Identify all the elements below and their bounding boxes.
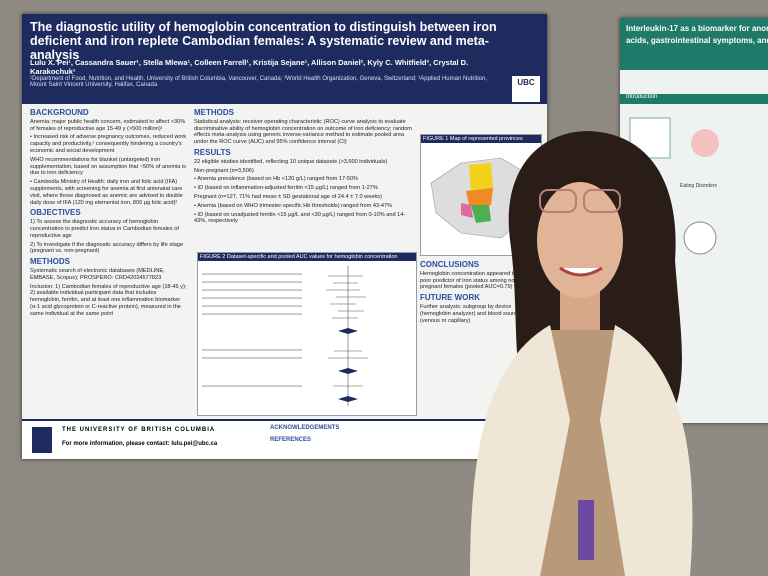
section-text: Systematic search of electronic database… xyxy=(30,267,165,281)
section-heading: OBJECTIVES xyxy=(30,208,81,218)
section-text: Further analysis: subgroup by device (he… xyxy=(420,303,520,324)
section-text: Statistical analysis: receiver operating… xyxy=(194,118,412,146)
references: REFERENCES xyxy=(270,437,312,443)
middle-column: METHODS Statistical analysis: receiver op… xyxy=(194,106,416,227)
map xyxy=(430,157,532,239)
forest-plot xyxy=(202,266,368,406)
section-text: • Increased risk of adverse pregnancy ou… xyxy=(30,134,187,154)
figure-title: FIGURE 1 Map of represented provinces xyxy=(421,135,541,143)
acknowledgements: ACKNOWLEDGEMENTS xyxy=(270,425,340,431)
diamond xyxy=(338,328,358,334)
figure-title: FIGURE 2 Dataset-specific and pooled AUC… xyxy=(198,253,416,261)
crest xyxy=(32,427,52,453)
section-heading: Introduction xyxy=(620,94,768,104)
diamond xyxy=(338,396,358,402)
contact: For more information, please contact: lu… xyxy=(62,441,218,447)
person xyxy=(470,131,693,576)
section-heading: BACKGROUND xyxy=(30,108,89,117)
poster-affiliations: ¹Department of Food, Nutrition, and Heal… xyxy=(30,76,487,88)
section-text: • Anemia prevalence (based on Hb <120 g/… xyxy=(194,176,359,183)
section-heading: FUTURE WORK xyxy=(420,293,480,303)
university: THE UNIVERSITY OF BRITISH COLUMBIA xyxy=(62,427,216,433)
section-heading: METHODS xyxy=(30,257,70,267)
section-text: Anemia: major public health concern, est… xyxy=(30,118,186,132)
label: Eating Disorders xyxy=(680,183,717,189)
section-text: • ID (based on unadjusted ferritin <15 µ… xyxy=(194,211,406,225)
logo: UBC xyxy=(512,76,540,102)
section-text: 2) To investigate if the diagnostic accu… xyxy=(30,241,184,255)
section-text: • Anemia (based on WHO trimester-specifi… xyxy=(194,202,393,209)
poster-authors: Lulu X. Pei¹, Cassandra Sauer¹, Stella M… xyxy=(30,58,469,76)
second-poster-title: acids, gastrointestinal symptoms, and m xyxy=(626,36,768,45)
section-text: Inclusion: 1) Cambodian females of repro… xyxy=(30,283,187,317)
section-text: Pregnant (n=127, 71% had mean ± SD gesta… xyxy=(194,193,382,200)
section-text: Hemoglobin concentration appeared to be … xyxy=(420,270,529,291)
section-text: 1) To assess the diagnostic accuracy of … xyxy=(30,219,179,239)
section-heading: CONCLUSIONS xyxy=(420,260,480,269)
section-text: • Cambodia Ministry of Health: daily iro… xyxy=(30,179,183,206)
poster-title: The diagnostic utility of hemoglobin con… xyxy=(30,20,497,62)
poster: The diagnostic utility of hemoglobin con… xyxy=(22,14,547,459)
figure-2: FIGURE 2 Dataset-specific and pooled AUC… xyxy=(197,252,417,416)
section-heading: METHODS xyxy=(194,108,234,117)
poster-footer: THE UNIVERSITY OF BRITISH COLUMBIA For m… xyxy=(22,419,547,459)
right-column: CONCLUSIONS Hemoglobin concentration appe… xyxy=(420,258,540,326)
section-text: 22 eligible studies identified, reflecti… xyxy=(194,158,388,165)
second-poster-title: Interleukin-17 as a biomarker for anorex… xyxy=(626,24,768,33)
section-text: • ID (based on inflammation-adjusted fer… xyxy=(194,185,378,192)
section-text: WHO recommendations for blanket (untarge… xyxy=(30,156,186,177)
poster-header: The diagnostic utility of hemoglobin con… xyxy=(22,14,547,104)
left-column: BACKGROUND Anemia: major public health co… xyxy=(30,106,188,320)
section-heading: RESULTS xyxy=(194,147,231,157)
diamond xyxy=(338,368,358,374)
section-text: Non-pregnant (n=3,506) xyxy=(194,167,254,174)
